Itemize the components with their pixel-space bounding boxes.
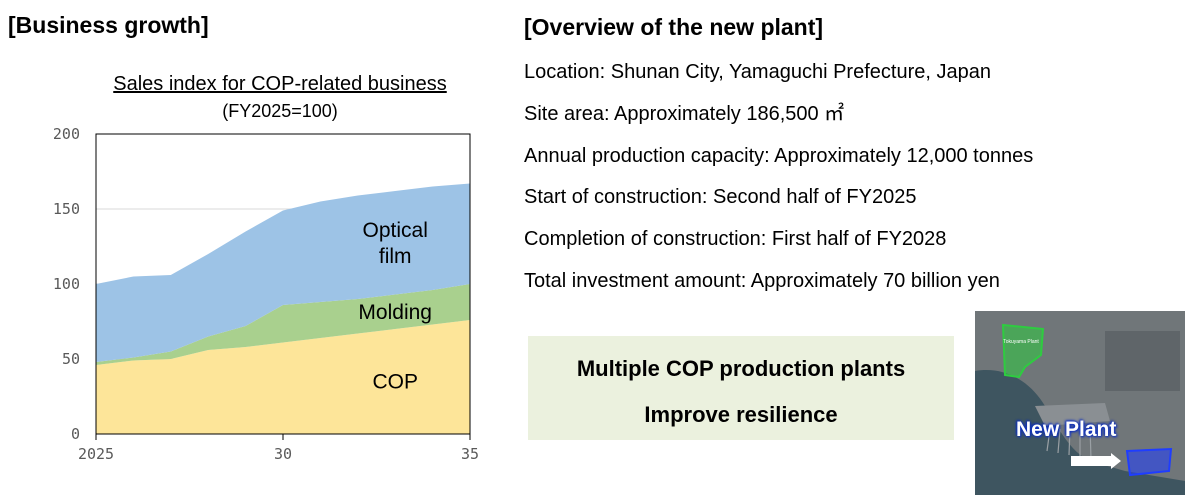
existing-plant-outline [1001, 323, 1045, 379]
overview-construction-start: Start of construction: Second half of FY… [524, 186, 917, 209]
x-tick-label: 30 [274, 445, 292, 463]
overview-location: Location: Shunan City, Yamaguchi Prefect… [524, 61, 991, 83]
series-area-cop [96, 320, 470, 434]
overview-investment: Total investment amount: Approximately 7… [524, 269, 1000, 292]
callout-line-2: Improve resilience [644, 402, 838, 427]
callout-line-1: Multiple COP production plants [576, 356, 906, 381]
chart-title: Sales index for COP-related business [113, 73, 447, 95]
new-plant-outline [1125, 447, 1173, 477]
dock-lines [1046, 425, 1092, 460]
aerial-map-drawing: Tokuyama Plant [975, 311, 1185, 495]
plant-overview-heading: [Overview of the new plant] [524, 14, 824, 40]
y-tick-label: 0 [71, 425, 80, 443]
y-tick-label: 150 [53, 200, 80, 218]
axis-layer: 0 50 100 150 200 2025 30 35 [53, 125, 479, 463]
arrow-icon [1071, 453, 1121, 469]
series-label-optical-film: film [379, 245, 412, 268]
series-label-optical-film: Optical [363, 219, 428, 242]
sales-index-chart: 0 50 100 150 200 2025 30 35 COP Molding Optical fi… [53, 125, 479, 463]
y-tick-label: 100 [53, 275, 80, 293]
area-layer [96, 183, 470, 434]
aerial-map-image: Tokuyama Plant [975, 311, 1185, 495]
existing-plant-label: Tokuyama Plant [1003, 339, 1039, 345]
overview-construction-completion: Completion of construction: First half o… [524, 228, 947, 251]
series-label-cop: COP [372, 371, 418, 394]
x-tick-label: 35 [461, 445, 479, 463]
series-label-molding: Molding [358, 301, 432, 324]
industrial-area [1105, 331, 1180, 391]
y-tick-label: 200 [53, 125, 80, 143]
sea-area [975, 370, 1185, 495]
overview-list: Location: Shunan City, Yamaguchi Prefect… [524, 58, 1033, 309]
series-area-optical-film [96, 183, 470, 362]
chart-subtitle: (FY2025=100) [222, 101, 338, 121]
series-label-layer: COP Molding Optical film [358, 219, 432, 394]
series-area-molding [96, 284, 470, 365]
resilience-callout: Multiple COP production plants Improve r… [528, 336, 954, 440]
business-growth-heading: [Business growth] [8, 12, 209, 38]
y-tick-label: 50 [62, 350, 80, 368]
pier-area [1035, 403, 1110, 426]
x-tick-label: 2025 [78, 445, 114, 463]
overview-capacity: Annual production capacity: Approximatel… [524, 144, 1034, 167]
overview-site-area: Site area: Approximately 186,500 ㎡ [524, 102, 845, 125]
new-plant-label: New Plant [1016, 418, 1117, 441]
